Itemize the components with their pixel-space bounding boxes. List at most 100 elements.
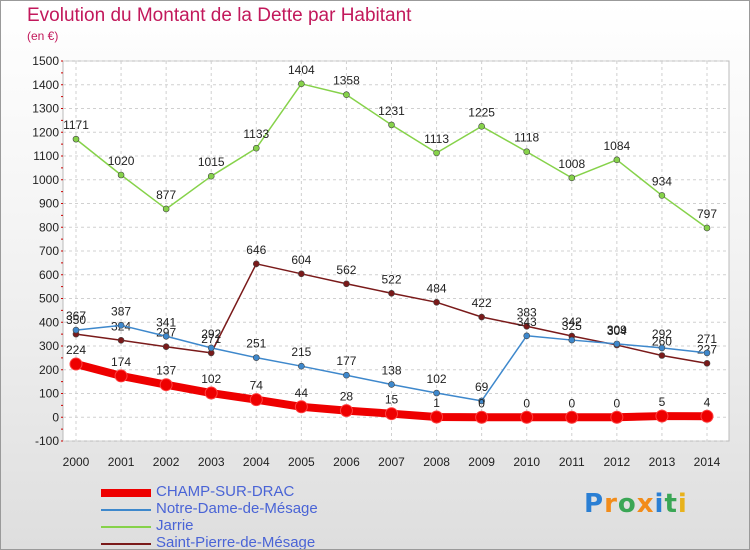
data-label: 251	[246, 337, 266, 351]
data-point	[478, 397, 485, 405]
data-label: 1171	[63, 118, 89, 132]
data-point	[613, 340, 621, 348]
data-point	[703, 360, 711, 367]
data-point	[430, 410, 444, 424]
legend-swatch	[101, 489, 151, 497]
data-label: 0	[478, 396, 485, 410]
y-tick-label: 1400	[32, 78, 59, 92]
data-label: 174	[111, 355, 131, 369]
data-point	[433, 149, 440, 157]
data-label: 137	[156, 364, 176, 378]
data-label: 1084	[604, 139, 631, 153]
data-point	[388, 289, 395, 297]
x-tick-label: 2013	[649, 455, 676, 469]
data-label: 562	[336, 263, 356, 277]
data-point	[204, 386, 218, 400]
data-label: 1113	[424, 132, 449, 146]
x-tick-label: 2002	[153, 455, 180, 469]
y-tick-label: 1000	[32, 173, 59, 187]
data-label: 44	[295, 386, 309, 400]
logo-letter: i	[654, 489, 665, 519]
data-point	[433, 298, 440, 306]
data-point	[388, 381, 395, 388]
data-label: 342	[562, 315, 582, 329]
data-label: 0	[523, 396, 530, 410]
data-label: 0	[568, 396, 575, 410]
data-point	[523, 332, 531, 340]
data-label: 177	[336, 354, 356, 368]
data-point	[523, 322, 531, 330]
data-point	[613, 156, 621, 164]
y-tick-label: 1300	[32, 102, 59, 116]
legend-swatch	[101, 543, 151, 545]
data-point	[114, 369, 128, 383]
data-label: 350	[66, 313, 86, 327]
legend-label: Saint-Pierre-de-Mésage	[156, 534, 316, 550]
logo-letter: i	[677, 489, 688, 519]
data-point	[252, 354, 260, 361]
data-point	[703, 349, 711, 357]
data-label: 1404	[288, 63, 315, 77]
data-point	[339, 404, 353, 418]
data-point	[433, 389, 440, 397]
data-label: 5	[659, 395, 666, 409]
data-label: 297	[156, 326, 176, 340]
data-label: 1008	[558, 157, 585, 171]
data-label: 102	[201, 372, 221, 386]
data-label: 224	[66, 343, 86, 357]
y-tick-label: 1100	[33, 149, 59, 163]
x-tick-label: 2005	[288, 455, 315, 469]
data-point	[117, 171, 125, 179]
data-point	[117, 322, 125, 329]
y-tick-label: 0	[52, 410, 59, 424]
data-point	[343, 371, 350, 379]
data-label: 292	[652, 327, 672, 341]
data-point	[655, 409, 669, 423]
data-label: 422	[472, 296, 492, 310]
data-label: 4	[704, 395, 711, 409]
data-label: 484	[427, 281, 447, 295]
x-tick-label: 2003	[198, 455, 225, 469]
y-tick-label: 400	[39, 315, 59, 329]
data-label: 387	[111, 304, 131, 318]
data-point	[343, 280, 350, 288]
data-point	[162, 205, 170, 213]
y-tick-label: 700	[39, 244, 59, 258]
y-tick-label: 300	[39, 339, 59, 353]
data-label: 797	[697, 207, 717, 221]
x-tick-label: 2009	[468, 455, 495, 469]
data-label: 383	[517, 305, 537, 319]
x-tick-label: 2012	[604, 455, 631, 469]
x-tick-label: 2004	[243, 455, 270, 469]
data-point	[478, 123, 485, 130]
y-tick-label: 500	[39, 292, 59, 306]
data-point	[700, 409, 714, 423]
data-point	[298, 362, 305, 370]
data-point	[658, 192, 666, 199]
data-label: 1231	[378, 104, 405, 118]
x-tick-label: 2001	[108, 455, 135, 469]
data-label: 1	[433, 396, 440, 410]
data-label: 309	[607, 323, 627, 337]
x-tick-label: 2008	[423, 455, 450, 469]
proxiti-logo: Proxiti	[584, 489, 688, 519]
data-point	[298, 270, 305, 278]
data-label: 1225	[468, 105, 495, 119]
y-tick-label: 800	[39, 220, 59, 234]
y-tick-label: 900	[39, 197, 59, 211]
data-label: 1020	[108, 154, 135, 168]
data-label: 934	[652, 174, 672, 188]
data-label: 215	[291, 345, 311, 359]
data-label: 15	[385, 393, 399, 407]
data-label: 522	[381, 272, 401, 286]
data-point	[117, 336, 125, 344]
data-label: 260	[652, 335, 672, 349]
y-tick-label: 1200	[32, 125, 59, 139]
data-point	[568, 174, 576, 182]
data-point	[658, 344, 666, 352]
data-label: 74	[250, 379, 264, 393]
data-point	[162, 343, 170, 351]
data-label: 1358	[333, 74, 360, 88]
